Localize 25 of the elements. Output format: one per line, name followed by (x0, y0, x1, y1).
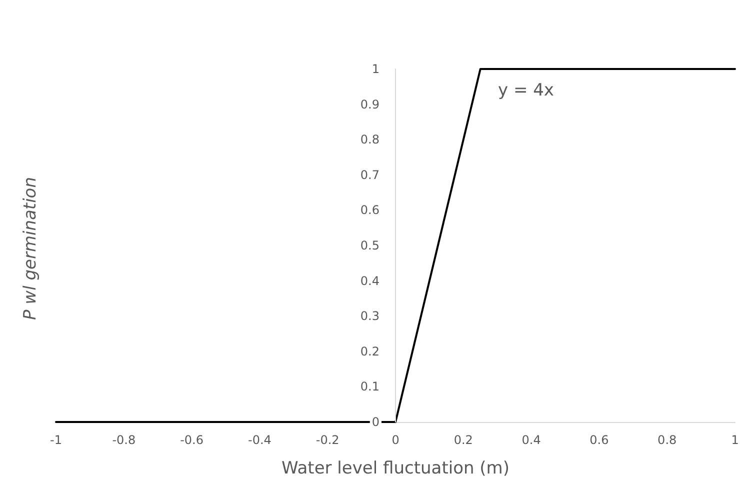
x-tick-label: 0 (392, 433, 400, 447)
y-tick-label: 0.1 (360, 380, 380, 394)
x-tick-label: 1 (731, 433, 739, 447)
x-tick-label: 0.8 (658, 433, 677, 447)
x-tick-label: 0.2 (454, 433, 473, 447)
y-tick-label: 0.2 (360, 344, 380, 358)
y-tick-label: 0.5 (360, 238, 380, 252)
y-tick-label: 1 (372, 62, 380, 76)
x-tick-label: 0.4 (522, 433, 541, 447)
annotation: y = 4x (498, 80, 554, 100)
x-tick-label: -0.6 (180, 433, 204, 447)
y-tick-label: 0.4 (360, 274, 380, 288)
x-tick-label: -1 (50, 433, 62, 447)
y-tick-label: 0.8 (360, 132, 380, 147)
y-tick-label: 0.9 (360, 97, 380, 112)
y-tick-label: 0 (372, 415, 380, 429)
x-tick-label: -0.2 (316, 433, 340, 447)
x-axis-title: Water level fluctuation (m) (282, 458, 510, 478)
y-tick-label: 0.7 (360, 168, 380, 182)
y-tick-label: 0.3 (360, 309, 380, 324)
y-tick-label: 0.6 (360, 203, 380, 218)
y-axis-title: P wl germination (20, 177, 40, 320)
x-tick-label: 0.6 (590, 433, 609, 447)
x-tick-label: -0.4 (248, 433, 272, 447)
x-tick-label: -0.8 (112, 433, 136, 447)
